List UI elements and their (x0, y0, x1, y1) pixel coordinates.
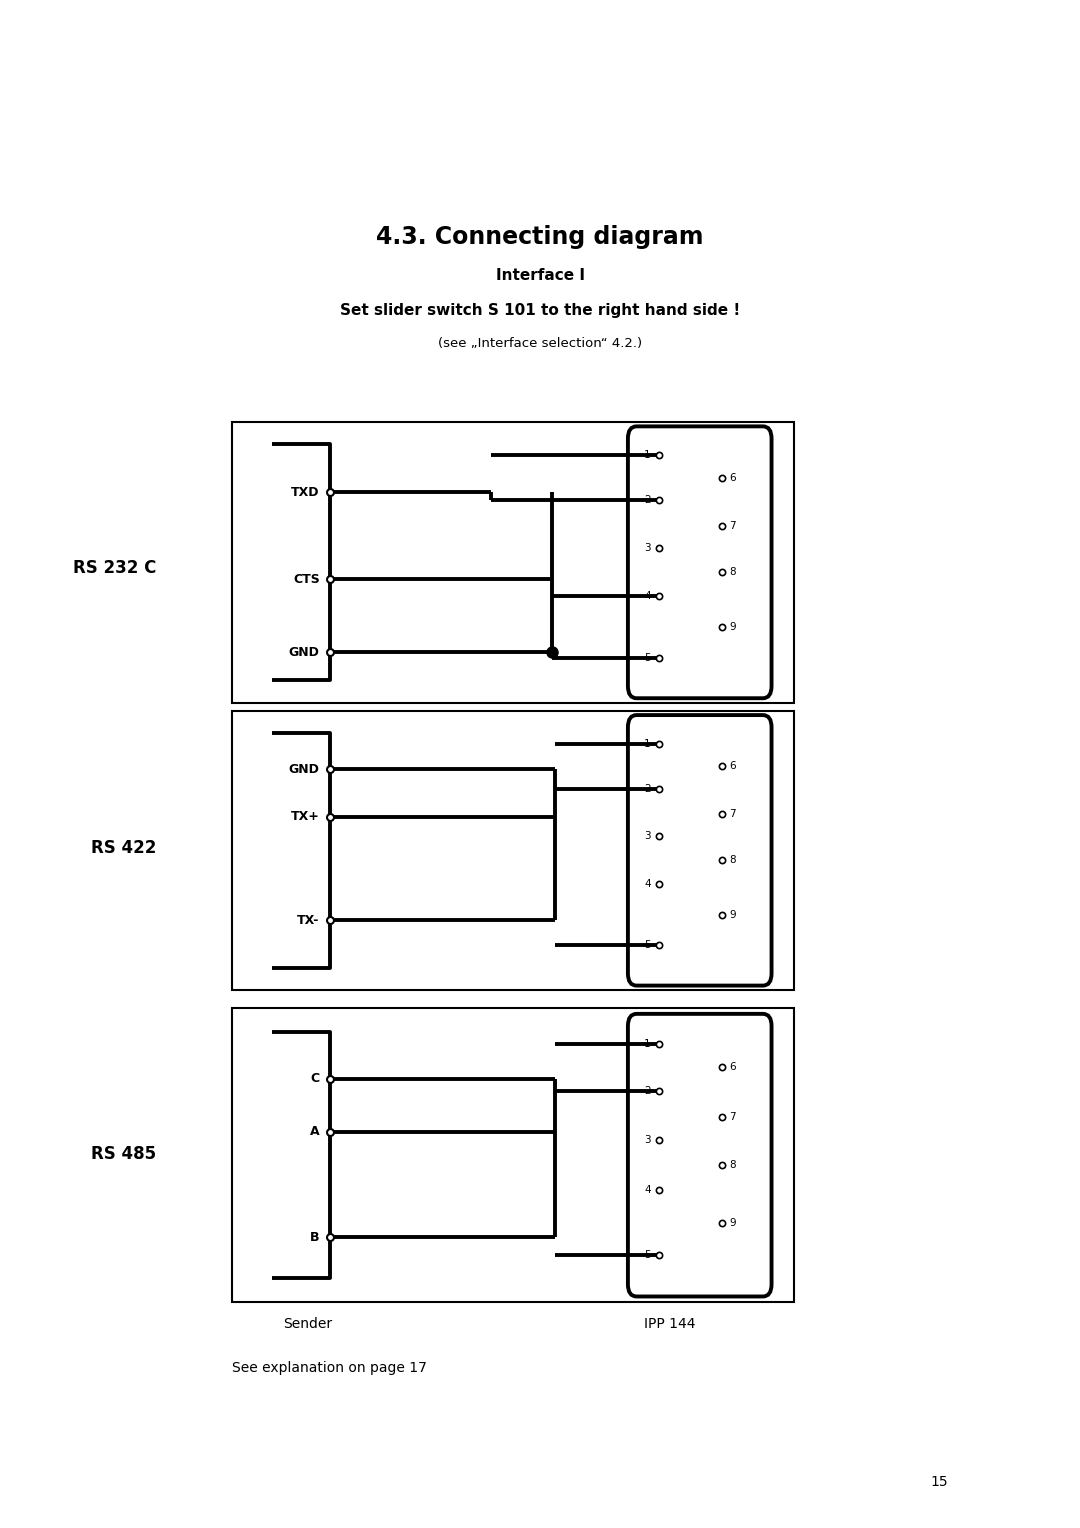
Text: RS 422: RS 422 (91, 839, 157, 857)
Text: 8: 8 (729, 567, 735, 578)
Text: Set slider switch S 101 to the right hand side !: Set slider switch S 101 to the right han… (340, 303, 740, 318)
Bar (232, 422, 794, 703)
Text: 8: 8 (729, 1160, 735, 1170)
Text: 5: 5 (644, 1250, 650, 1261)
Text: 7: 7 (729, 808, 735, 819)
Text: 7: 7 (729, 521, 735, 530)
Bar (232, 711, 794, 990)
FancyBboxPatch shape (627, 1015, 771, 1296)
Text: 3: 3 (644, 1135, 650, 1146)
Text: 2: 2 (644, 784, 650, 795)
Text: 4.3. Connecting diagram: 4.3. Connecting diagram (376, 225, 704, 249)
Text: 2: 2 (644, 1085, 650, 1096)
Text: See explanation on page 17: See explanation on page 17 (232, 1360, 427, 1375)
Text: GND: GND (288, 646, 320, 659)
Text: (see „Interface selection“ 4.2.): (see „Interface selection“ 4.2.) (437, 338, 643, 350)
Text: 3: 3 (644, 831, 650, 842)
Text: B: B (310, 1232, 320, 1244)
Text: A: A (310, 1125, 320, 1138)
Text: 9: 9 (729, 1218, 735, 1227)
Text: 1: 1 (644, 740, 650, 749)
Text: IPP 144: IPP 144 (644, 1317, 696, 1331)
FancyBboxPatch shape (627, 715, 771, 986)
Text: 5: 5 (644, 652, 650, 663)
Text: 5: 5 (644, 940, 650, 950)
Text: RS 485: RS 485 (92, 1144, 157, 1163)
Text: 6: 6 (729, 761, 735, 772)
Text: RS 232 C: RS 232 C (73, 559, 157, 578)
Bar (232, 1008, 794, 1302)
Text: TX+: TX+ (291, 810, 320, 824)
Text: 4: 4 (644, 879, 650, 889)
Text: 7: 7 (729, 1112, 735, 1122)
Text: 8: 8 (729, 856, 735, 865)
Text: GND: GND (288, 762, 320, 776)
Text: CTS: CTS (293, 573, 320, 585)
Text: 3: 3 (644, 544, 650, 553)
Text: 4: 4 (644, 1186, 650, 1195)
Text: 15: 15 (931, 1475, 948, 1490)
Text: C: C (311, 1073, 320, 1085)
Text: 1: 1 (644, 451, 650, 460)
Text: Sender: Sender (283, 1317, 333, 1331)
Text: 9: 9 (729, 909, 735, 920)
Text: Interface I: Interface I (496, 267, 584, 283)
Text: 2: 2 (644, 495, 650, 506)
Text: 6: 6 (729, 1062, 735, 1073)
FancyBboxPatch shape (627, 426, 771, 698)
Text: 9: 9 (729, 622, 735, 633)
Text: 4: 4 (644, 591, 650, 601)
Text: 6: 6 (729, 474, 735, 483)
Text: TXD: TXD (292, 486, 320, 498)
Text: 1: 1 (644, 1039, 650, 1048)
Text: TX-: TX- (297, 914, 320, 927)
